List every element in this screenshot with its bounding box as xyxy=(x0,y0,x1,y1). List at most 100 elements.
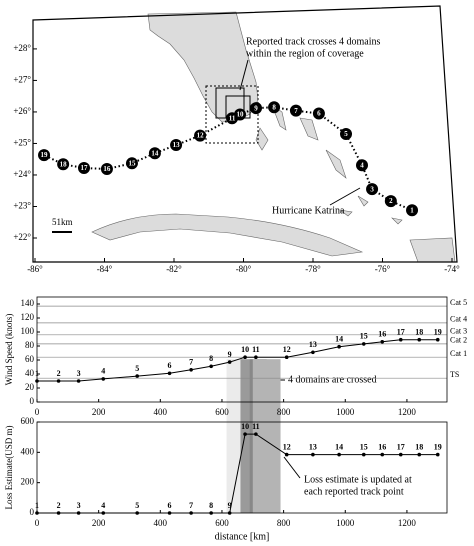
track-point xyxy=(148,147,161,160)
point xyxy=(101,377,106,381)
track-point-label: 19 xyxy=(41,151,49,159)
point-label: 7 xyxy=(189,501,193,510)
point xyxy=(135,511,139,515)
point xyxy=(417,337,422,342)
x-tick-label: 1200 xyxy=(398,518,417,528)
x-tick-label: -82° xyxy=(166,264,182,274)
track-point xyxy=(355,159,368,172)
point-label: 3 xyxy=(77,369,81,378)
point-label: 17 xyxy=(397,328,405,337)
y-axis-label: Loss Estimate(USD m) xyxy=(4,426,14,510)
domain-box xyxy=(205,85,259,144)
track-point xyxy=(77,162,90,175)
y-tick-label: 200 xyxy=(21,477,35,487)
point xyxy=(227,511,232,515)
track-point xyxy=(406,204,419,217)
x-tick-label: 600 xyxy=(215,407,229,417)
track-point xyxy=(366,183,379,196)
plot-frame xyxy=(36,296,448,403)
point-label: 7 xyxy=(189,358,193,367)
point-label: 4 xyxy=(101,367,105,376)
point xyxy=(398,452,403,457)
loss-annotation: each reported track point xyxy=(304,486,404,497)
point-label: 10 xyxy=(241,345,249,354)
point xyxy=(189,368,193,372)
point-label: 15 xyxy=(360,332,368,341)
point xyxy=(76,379,81,383)
track-point-label: 7 xyxy=(294,107,298,115)
y-tick-label: 0 xyxy=(30,507,35,517)
annotation-arrow xyxy=(283,456,301,479)
point xyxy=(337,452,341,457)
track-point-label: 4 xyxy=(360,161,364,169)
map-frame xyxy=(32,5,458,263)
point xyxy=(227,360,232,364)
track-point xyxy=(100,162,113,175)
track-point xyxy=(57,158,70,171)
point-label: 12 xyxy=(283,345,291,354)
track-point xyxy=(125,157,138,170)
y-tick-label: 40 xyxy=(25,368,35,378)
x-tick-label: 400 xyxy=(154,518,168,528)
point xyxy=(56,379,61,383)
point-label: 11 xyxy=(252,345,260,354)
point-label: 18 xyxy=(415,328,423,337)
point xyxy=(56,511,61,515)
track-point xyxy=(194,129,207,142)
point xyxy=(284,452,289,457)
map-land xyxy=(91,11,456,263)
point xyxy=(209,511,213,515)
point xyxy=(380,340,385,344)
track-point-label: 10 xyxy=(237,111,245,119)
point-label: 17 xyxy=(397,442,405,451)
track-point-label: 13 xyxy=(173,141,181,149)
point-label: 6 xyxy=(168,361,172,370)
point-label: 3 xyxy=(77,501,81,510)
track-point-label: 2 xyxy=(389,197,393,205)
point-label: 2 xyxy=(57,501,61,510)
y-tick-label: +28° xyxy=(13,43,31,53)
point-label: 14 xyxy=(335,442,343,451)
y-tick-label: +22° xyxy=(13,232,31,242)
track-point-label: 1 xyxy=(410,206,414,214)
track-point-label: 8 xyxy=(272,103,276,111)
track-point xyxy=(384,195,397,208)
annotation-arrow xyxy=(329,187,361,206)
x-tick-label: -80° xyxy=(236,264,252,274)
point-label: 8 xyxy=(209,354,213,363)
track-point xyxy=(268,101,281,114)
point xyxy=(254,355,258,360)
point-label: 12 xyxy=(283,442,291,451)
point xyxy=(35,379,39,383)
y-tick-label: +23° xyxy=(13,201,31,211)
category-label: Cat 1 xyxy=(450,349,467,358)
point-label: 15 xyxy=(360,442,368,451)
x-tick-label: 200 xyxy=(92,518,106,528)
x-tick-label: 400 xyxy=(154,407,168,417)
track-point-label: 3 xyxy=(370,185,374,193)
point xyxy=(243,355,247,360)
point-label: 4 xyxy=(101,501,105,510)
point-label: 9 xyxy=(228,350,232,359)
category-label: Cat 4 xyxy=(450,315,467,324)
point-label: 9 xyxy=(228,501,232,510)
point xyxy=(311,452,315,457)
y-tick-label: 600 xyxy=(21,416,35,426)
track-point xyxy=(226,112,239,125)
point xyxy=(35,511,39,515)
point-label: 13 xyxy=(309,442,317,451)
point xyxy=(380,452,385,457)
x-tick-label: 800 xyxy=(277,407,291,417)
point-label: 13 xyxy=(309,340,317,349)
track-point-label: 6 xyxy=(317,110,321,118)
track-point-label: 12 xyxy=(197,132,205,140)
point-label: 1 xyxy=(35,369,39,378)
map-annotation: within the region of coverage xyxy=(246,48,364,59)
track-point xyxy=(289,104,302,117)
y-tick-label: 120 xyxy=(21,312,35,322)
x-tick-label: 600 xyxy=(215,518,229,528)
point-label: 8 xyxy=(209,501,213,510)
point xyxy=(243,432,247,436)
x-tick-label: -74° xyxy=(444,264,460,274)
